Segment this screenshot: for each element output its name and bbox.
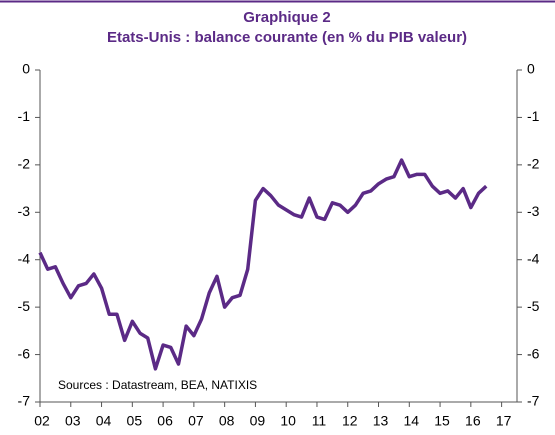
- y2-tick-label: -1: [527, 108, 540, 124]
- y2-tick-label: -3: [527, 203, 540, 219]
- x-tick-label: 07: [188, 413, 204, 429]
- source-note: Sources : Datastream, BEA, NATIXIS: [58, 378, 257, 392]
- y2-tick-label: -5: [527, 298, 540, 314]
- x-tick-label: 09: [250, 413, 266, 429]
- x-tick-label: 14: [404, 413, 420, 429]
- x-tick-label: 16: [465, 413, 481, 429]
- x-tick-label: 12: [342, 413, 358, 429]
- x-tick-label: 06: [157, 413, 173, 429]
- y-tick-label: -2: [18, 156, 31, 172]
- y-tick-label: -5: [18, 298, 31, 314]
- y2-tick-label: 0: [527, 61, 535, 77]
- x-tick-label: 03: [65, 413, 81, 429]
- chart-subtitle: Etats-Unis : balance courante (en % du P…: [107, 29, 467, 46]
- x-tick-label: 10: [280, 413, 296, 429]
- x-tick-label: 13: [373, 413, 389, 429]
- y2-tick-label: -7: [527, 393, 540, 409]
- chart-title: Graphique 2: [243, 9, 331, 26]
- y2-tick-label: -6: [527, 345, 540, 361]
- y2-tick-label: -2: [527, 156, 540, 172]
- x-tick-label: 17: [496, 413, 512, 429]
- y-tick-label: 0: [22, 61, 30, 77]
- y-tick-label: -4: [18, 250, 31, 266]
- y-tick-label: -1: [18, 108, 31, 124]
- x-tick-label: 04: [96, 413, 112, 429]
- x-tick-label: 11: [312, 413, 327, 429]
- data-line: [38, 158, 488, 371]
- x-tick-label: 08: [219, 413, 235, 429]
- y2-tick-label: -4: [527, 250, 540, 266]
- y-tick-label: -3: [18, 203, 31, 219]
- y-tick-label: -7: [18, 393, 31, 409]
- x-tick-label: 05: [127, 413, 143, 429]
- x-tick-label: 15: [434, 413, 450, 429]
- y-tick-label: -6: [18, 345, 31, 361]
- x-tick-label: 02: [34, 413, 50, 429]
